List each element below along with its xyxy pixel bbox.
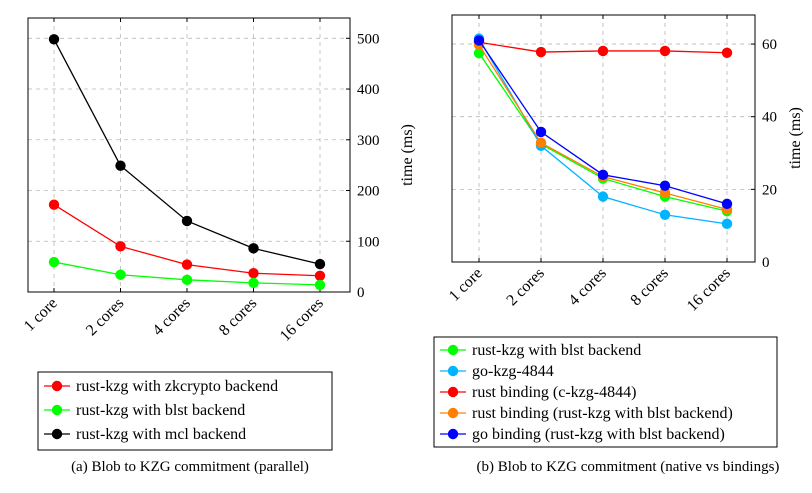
chart-b-series-5-point [473,35,485,46]
chart-b-legend-marker [447,344,459,356]
chart-a-xtick-label: 8 cores [216,295,260,339]
chart-b-series-4-point [659,187,671,199]
chart-b-series-3-point [597,45,609,57]
chart-b-series-1-point [473,47,485,59]
chart-b-series-2-point [659,209,671,220]
chart-b-series-line-1 [478,52,728,212]
chart-b-series-3-point [535,46,547,58]
chart-a-series-3-point [115,160,126,171]
chart-a-legend-label: rust-kzg with mcl backend [76,426,246,443]
chart-b-series-3-point [659,45,671,57]
chart-b-legend-label: rust binding (c-kzg-4844) [472,384,636,401]
chart-a-xtick-label: 4 cores [149,295,193,339]
chart-a-ytick-label: 400 [357,82,380,98]
chart-a-ytick-label: 300 [357,133,380,149]
chart-a-series [48,34,326,291]
chart-a-grid [28,18,350,293]
chart-b-legend-marker [447,428,459,440]
chart-a-series-2-point [181,274,193,286]
chart-b-legend: rust-kzg with blst backend go-kzg-4844 rus… [433,336,778,448]
chart-b-legend-label: rust-kzg with blst backend [472,342,641,359]
chart-b-legend-marker [447,386,459,398]
chart-b: 0 20 40 60 1 core 2 cores 4 cores 8 cores 16 cor… [433,14,804,475]
chart-a-ylabel: time (ms) [399,124,416,186]
chart-a-series-1-point [248,268,259,279]
chart-a-series-1-point [115,241,126,252]
chart-a-series-2-point [115,269,126,280]
chart-a-series-1-point [181,259,193,270]
chart-a-xtick-label: 16 cores [277,295,327,345]
chart-b-xtick-label: 1 core [446,265,486,305]
chart-b-series-4-point [535,137,547,149]
chart-b-legend-marker [447,407,459,419]
chart-a: 0 100 200 300 400 500 1 core 2 cores 4 cores 8 co… [21,17,416,475]
chart-a-series-2-point [314,279,326,291]
chart-b-xtick-label: 16 cores [684,265,734,315]
chart-a-ticks: 0 100 200 300 400 500 1 core 2 cores 4 cores 8 co… [21,18,380,345]
chart-b-series-2-point [597,191,609,202]
chart-a-ytick-label: 0 [357,285,365,301]
chart-a-legend-marker [51,428,63,440]
chart-a-plot-frame [27,17,351,293]
chart-b-series [473,33,733,230]
chart-a-series-2-point [48,256,60,268]
chart-b-series-5-point [659,180,671,191]
chart-b-legend-label: go binding (rust-kzg with blst backend) [472,426,725,443]
chart-a-caption: (a) Blob to KZG commitment (parallel) [71,459,309,475]
chart-b-legend-label: rust binding (rust-kzg with blst backend… [472,405,733,422]
chart-a-xtick-label: 1 core [21,295,61,335]
chart-b-xtick-label: 2 cores [503,265,547,309]
chart-b-series-5-point [597,169,609,181]
chart-a-legend-label: rust-kzg with blst backend [76,402,245,419]
chart-a-series-1-point [48,199,60,210]
chart-b-ylabel: time (ms) [787,107,804,169]
chart-a-legend-label: rust-kzg with zkcrypto backend [76,378,278,395]
chart-b-ytick-label: 20 [762,182,777,198]
chart-b-caption: (b) Blob to KZG commitment (native vs bi… [477,459,780,475]
chart-a-legend-marker [51,404,63,416]
chart-b-ytick-label: 60 [762,37,777,53]
chart-a-legend-marker [51,380,63,392]
chart-a-legend-box [37,371,333,451]
chart-b-legend-box [433,336,778,448]
chart-a-series-3-point [48,34,60,45]
chart-a-ytick-label: 200 [357,184,380,200]
chart-b-series-5-point [721,198,733,210]
chart-a-ytick-label: 500 [357,31,380,47]
chart-b-ticks: 0 20 40 60 1 core 2 cores 4 cores 8 cores 16 cor… [446,15,777,315]
chart-a-series-3-point [181,215,193,227]
chart-b-series-2-point [721,218,733,230]
chart-b-series-3-point [721,47,733,58]
chart-a-legend: rust-kzg with zkcrypto backend rust-kzg w… [37,371,333,451]
chart-b-ytick-label: 40 [762,110,777,126]
chart-a-series-2-point [248,277,259,289]
chart-a-xtick-label: 2 cores [83,295,127,339]
chart-b-ytick-label: 0 [762,255,770,271]
chart-b-xtick-label: 4 cores [565,265,609,309]
chart-b-legend-marker [447,365,459,377]
chart-a-series-3-point [314,258,326,270]
chart-a-series-1-point [314,270,326,281]
chart-b-series-5-point [535,126,547,138]
chart-a-ytick-label: 100 [357,234,380,250]
chart-b-xtick-label: 8 cores [627,265,671,309]
chart-b-legend-label: go-kzg-4844 [472,363,554,380]
chart-a-series-3-point [248,243,259,254]
